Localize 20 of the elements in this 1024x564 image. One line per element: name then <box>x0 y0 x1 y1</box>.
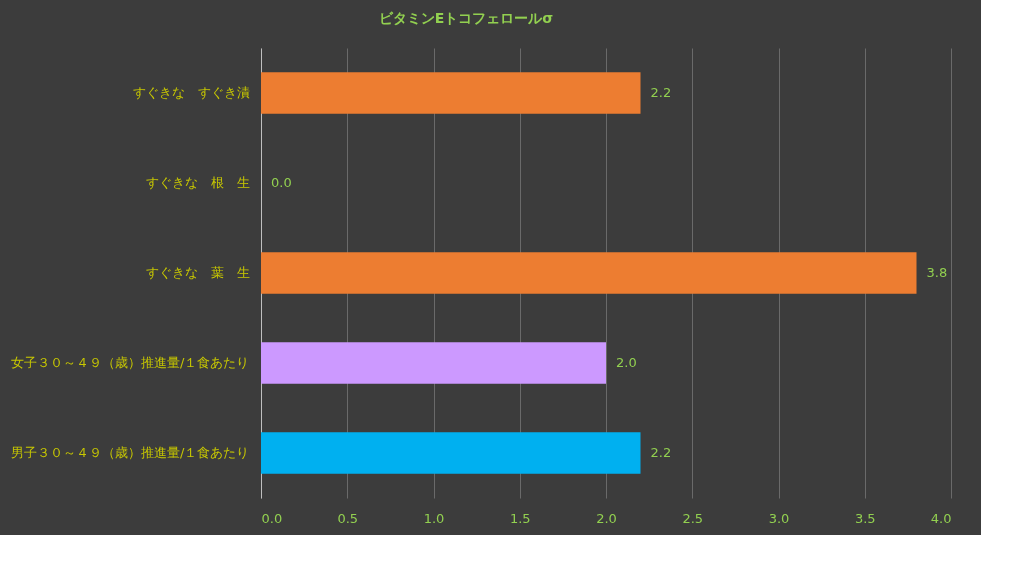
x-tick-label: 3.0 <box>768 510 790 526</box>
data-label: 2.2 <box>650 445 672 460</box>
x-tick-label: 2.0 <box>596 510 617 526</box>
x-tick-label: 1.0 <box>423 510 445 526</box>
y-tick-label: すぐきな 葉 生 <box>145 265 250 280</box>
x-tick-label: 3.5 <box>854 510 876 526</box>
y-tick-label: 女子３０～４９（歳）推進量/１食あたり <box>11 355 250 370</box>
data-label: 0.0 <box>271 175 292 190</box>
x-tick-label: 4.0 <box>930 510 952 526</box>
data-label: 3.8 <box>926 265 948 280</box>
x-tick-label: 0.0 <box>261 510 283 526</box>
x-tick-label: 1.5 <box>509 510 531 526</box>
x-tick-label: 2.5 <box>682 510 704 526</box>
chart-title: ビタミンEトコフェロールσ <box>378 10 554 26</box>
y-tick-label: 男子３０～４９（歳）推進量/１食あたり <box>11 445 250 460</box>
y-tick-label: すぐきな すぐき漬 <box>132 85 250 100</box>
x-tick-label: 0.5 <box>337 510 359 526</box>
data-label: 2.0 <box>616 355 637 370</box>
y-tick-label: すぐきな 根 生 <box>145 175 250 190</box>
data-label: 2.2 <box>650 85 672 100</box>
